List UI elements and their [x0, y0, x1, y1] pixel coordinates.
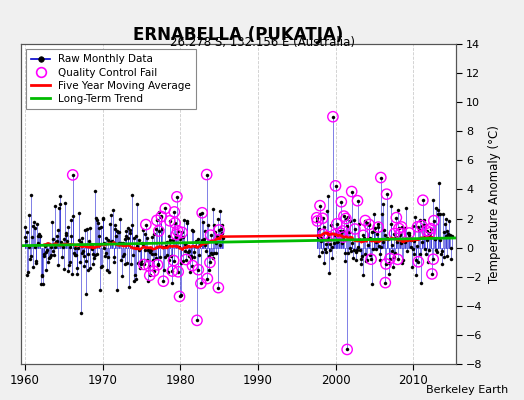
Point	[340, 213, 348, 219]
Point	[170, 209, 179, 215]
Point	[381, 280, 389, 286]
Point	[173, 228, 182, 234]
Point	[202, 171, 211, 178]
Point	[386, 256, 394, 262]
Point	[359, 232, 367, 238]
Point	[319, 215, 327, 222]
Title: ERNABELLA (PUKATJA): ERNABELLA (PUKATJA)	[133, 26, 344, 44]
Point	[333, 221, 341, 227]
Point	[390, 230, 399, 237]
Point	[427, 226, 435, 232]
Point	[141, 221, 150, 228]
Point	[69, 172, 77, 178]
Point	[430, 218, 438, 224]
Text: 26.278 S, 132.156 E (Australia): 26.278 S, 132.156 E (Australia)	[169, 36, 355, 49]
Point	[154, 262, 162, 268]
Point	[178, 229, 187, 236]
Point	[395, 225, 403, 232]
Point	[394, 256, 402, 262]
Point	[428, 271, 436, 277]
Point	[161, 205, 169, 212]
Point	[206, 259, 214, 266]
Point	[166, 218, 174, 224]
Point	[342, 215, 350, 222]
Point	[174, 268, 182, 275]
Point	[193, 317, 201, 324]
Point	[198, 210, 206, 216]
Point	[331, 231, 339, 238]
Point	[159, 278, 168, 284]
Point	[383, 191, 391, 197]
Point	[203, 275, 212, 282]
Point	[336, 230, 345, 236]
Point	[351, 226, 359, 232]
Point	[396, 230, 405, 237]
Y-axis label: Temperature Anomaly (°C): Temperature Anomaly (°C)	[488, 125, 501, 283]
Point	[361, 217, 369, 224]
Point	[214, 284, 223, 291]
Point	[418, 222, 426, 229]
Point	[168, 268, 177, 274]
Point	[329, 114, 337, 120]
Point	[331, 183, 340, 189]
Point	[145, 263, 154, 269]
Point	[414, 258, 422, 265]
Point	[337, 198, 345, 205]
Point	[365, 221, 373, 228]
Point	[324, 234, 333, 240]
Point	[392, 214, 400, 221]
Point	[146, 272, 154, 278]
Text: Berkeley Earth: Berkeley Earth	[426, 385, 508, 395]
Point	[176, 293, 184, 300]
Point	[377, 174, 385, 181]
Point	[152, 217, 161, 224]
Point	[367, 256, 375, 262]
Point	[422, 228, 431, 234]
Point	[429, 256, 438, 262]
Point	[157, 213, 166, 220]
Point	[182, 256, 190, 263]
Point	[347, 188, 356, 195]
Point	[316, 202, 324, 209]
Point	[173, 194, 181, 200]
Point	[149, 268, 158, 274]
Point	[413, 224, 422, 230]
Point	[196, 280, 205, 287]
Point	[140, 261, 148, 268]
Point	[312, 214, 321, 221]
Legend: Raw Monthly Data, Quality Control Fail, Five Year Moving Average, Long-Term Tren: Raw Monthly Data, Quality Control Fail, …	[26, 49, 196, 109]
Point	[397, 224, 406, 230]
Point	[169, 257, 178, 264]
Point	[419, 197, 427, 204]
Point	[313, 218, 322, 224]
Point	[194, 266, 202, 273]
Point	[339, 228, 347, 234]
Point	[339, 234, 347, 240]
Point	[382, 261, 390, 267]
Point	[405, 230, 413, 236]
Point	[319, 231, 328, 238]
Point	[171, 220, 179, 226]
Point	[426, 230, 434, 236]
Point	[374, 224, 383, 230]
Point	[155, 228, 163, 234]
Point	[206, 232, 215, 238]
Point	[172, 231, 180, 238]
Point	[343, 346, 351, 353]
Point	[188, 262, 196, 269]
Point	[215, 227, 223, 233]
Point	[353, 198, 362, 204]
